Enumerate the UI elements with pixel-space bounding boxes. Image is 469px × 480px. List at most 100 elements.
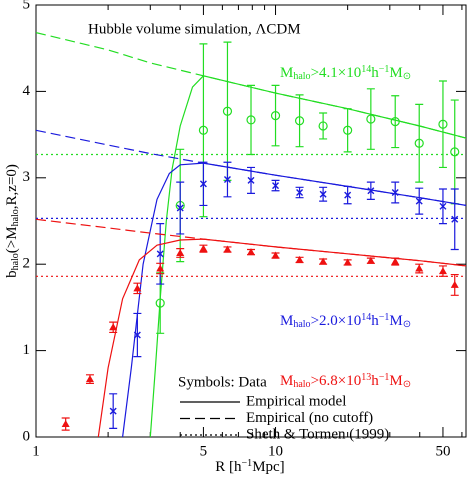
error-bar (319, 112, 328, 140)
text-part: ,R,z=0) (4, 164, 20, 209)
data-point (272, 182, 280, 190)
data-point (366, 114, 376, 124)
data-point (450, 147, 460, 157)
text-part: halo (10, 209, 21, 226)
data-point (198, 125, 209, 135)
legend-label: Empirical model (246, 393, 346, 409)
error-bar (366, 88, 375, 150)
data-point (85, 375, 94, 383)
data-point (319, 190, 327, 198)
data-point (247, 176, 255, 184)
text-part: h (371, 313, 379, 329)
x-tick-label: 50 (435, 443, 450, 459)
text-part: Mpc] (252, 459, 285, 475)
error-bar (391, 95, 400, 149)
text-part: −1 (242, 458, 253, 469)
error-bar (271, 84, 280, 147)
data-point (450, 280, 459, 288)
text-part: 14 (361, 64, 371, 75)
text-part: ⊙ (403, 71, 411, 82)
data-point (343, 258, 352, 266)
y-tick-label: 3 (23, 169, 31, 185)
error-bar (450, 99, 459, 205)
y-tick-label: 0 (23, 428, 31, 444)
text-part: −1 (379, 64, 390, 75)
data-point (270, 110, 281, 121)
text-part: M (389, 313, 402, 329)
y-tick-label: 4 (23, 83, 31, 99)
error-bar (247, 84, 256, 156)
data-point (246, 115, 256, 125)
data-point (296, 188, 304, 196)
data-point (415, 264, 424, 272)
text-part: ⊙ (403, 319, 411, 330)
text-part: −1 (379, 372, 390, 383)
x-axis-label: R [h−1Mpc] (215, 458, 284, 475)
text-part: (>M (4, 226, 20, 253)
data-point (199, 180, 207, 188)
data-point (414, 138, 424, 148)
legend-title: Symbols: Data (178, 374, 267, 390)
data-point (176, 204, 184, 212)
data-point (451, 215, 459, 223)
plot-area (36, 32, 466, 437)
y-tick-label: 2 (23, 256, 31, 272)
x-tick-label: 1 (32, 443, 40, 459)
data-point (156, 250, 164, 258)
text-part: M (389, 65, 402, 81)
data-point (318, 121, 328, 131)
text-part: M (280, 313, 293, 329)
data-point (390, 117, 400, 127)
text-part: h (371, 65, 379, 81)
text-part: R [h (215, 459, 242, 475)
x-tick-label: 10 (268, 443, 283, 459)
data-point (222, 106, 233, 116)
plot-frame (35, 4, 467, 438)
x-tick-label: 5 (200, 443, 208, 459)
data-point (61, 420, 70, 428)
data-point (247, 248, 256, 256)
series-label: Mhalo>2.0×1014h−1M⊙ (280, 312, 411, 330)
data-point (439, 202, 447, 210)
data-point (133, 284, 142, 292)
series-label: Mhalo>4.1×1014h−1M⊙ (280, 64, 411, 82)
chart-title: Hubble volume simulation, ΛCDM (88, 21, 301, 37)
text-part: >4.1×10 (311, 65, 362, 81)
data-point (343, 125, 353, 135)
series-label: Mhalo>6.8×1013h−1M⊙ (280, 372, 411, 390)
data-point (156, 264, 165, 272)
model-line (149, 75, 466, 437)
error-bar (295, 94, 304, 148)
legend-label: Empirical (no cutoff) (246, 410, 373, 426)
data-point (391, 188, 399, 196)
error-bar (343, 108, 352, 153)
data-point (438, 267, 447, 275)
data-point (319, 257, 328, 265)
error-bar (438, 80, 447, 169)
data-point (366, 256, 375, 264)
text-part: ⊙ (403, 379, 411, 390)
data-point (199, 244, 208, 252)
text-part: b (4, 270, 20, 278)
data-point (415, 197, 423, 205)
y-tick-label: 5 (23, 0, 31, 12)
data-point (344, 191, 352, 199)
text-part: 13 (361, 372, 371, 383)
text-part: M (389, 373, 402, 389)
data-point (294, 116, 305, 126)
text-part: h (371, 373, 379, 389)
text-part: halo (10, 253, 21, 270)
data-point (271, 251, 280, 259)
text-part: M (280, 65, 293, 81)
data-point (391, 257, 400, 265)
data-point (367, 187, 375, 195)
y-axis-label: bhalo(>Mhalo,R,z=0) (4, 164, 21, 278)
data-point (109, 407, 117, 415)
data-point (223, 176, 231, 184)
text-part: >6.8×10 (311, 373, 362, 389)
data-point (133, 331, 141, 339)
text-part: halo (293, 319, 310, 330)
text-part: −1 (379, 312, 390, 323)
y-tick-label: 1 (23, 342, 31, 358)
data-point (176, 248, 185, 256)
